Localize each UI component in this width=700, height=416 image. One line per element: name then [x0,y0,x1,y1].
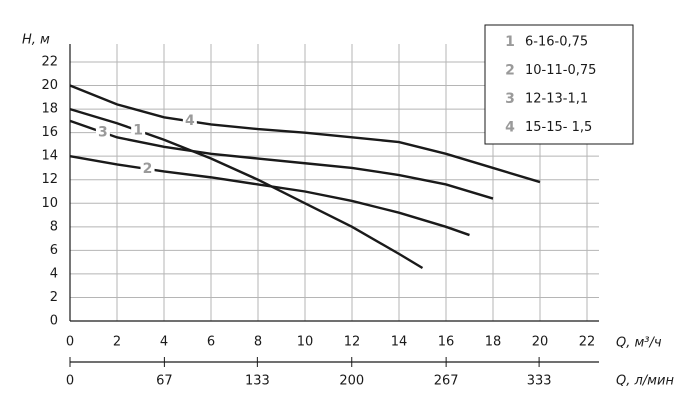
curve [69,84,541,184]
curve-label-bg [131,122,146,139]
curve [69,119,494,200]
x2-axis-title: Q, л/мин [616,374,674,389]
x2-tick-label: 200 [339,374,364,389]
x-tick-label: 10 [297,335,314,350]
x-tick-label: 8 [254,335,262,350]
curve-label: 1 [133,122,143,138]
curve-label-bg [95,124,110,141]
x2-tick-label: 333 [527,374,552,389]
x-tick-label: 6 [207,335,215,350]
y-tick-label: 6 [50,243,58,258]
x-tick-label: 16 [438,335,455,350]
x2-tick-label: 0 [66,374,74,389]
y-axis-title: H, м [22,33,50,48]
legend-number: 1 [505,34,515,50]
y-tick-label: 14 [41,149,58,164]
y-tick-label: 16 [41,125,58,140]
y-tick-label: 12 [41,172,58,187]
x-tick-label: 12 [344,335,361,350]
y-tick-label: 2 [50,290,58,305]
x-axis-title: Q, м³/ч [616,336,662,351]
curve-label: 2 [143,161,153,177]
x2-tick-label: 267 [434,374,459,389]
legend-entry: 15-15- 1,5 [525,120,592,135]
x-tick-label: 22 [579,335,596,350]
curve [69,155,470,237]
x-tick-label: 2 [113,335,121,350]
x-tick-label: 14 [391,335,408,350]
x-tick-label: 4 [160,335,168,350]
curve-label: 3 [98,125,108,141]
curve-label: 4 [185,113,195,129]
legend-number: 4 [505,120,515,136]
legend-number: 2 [505,63,515,79]
y-tick-label: 10 [41,196,58,211]
legend-entry: 6-16-0,75 [525,35,588,50]
x2-tick-label: 67 [156,374,173,389]
y-tick-label: 4 [50,266,58,281]
x-tick-label: 20 [532,335,549,350]
legend-number: 3 [505,91,515,107]
y-tick-label: 18 [41,102,58,117]
curve-label-bg [182,112,197,129]
x-tick-label: 0 [66,335,74,350]
curve-label-bg [140,161,155,178]
y-tick-label: 8 [50,219,58,234]
y-tick-label: 22 [41,55,58,70]
y-tick-label: 20 [41,78,58,93]
x-tick-label: 18 [485,335,502,350]
legend-entry: 10-11-0,75 [525,63,596,78]
legend-box [484,24,634,145]
legend-entry: 12-13-1,1 [525,92,588,107]
y-tick-label: 0 [50,314,58,329]
x2-tick-label: 133 [245,374,270,389]
